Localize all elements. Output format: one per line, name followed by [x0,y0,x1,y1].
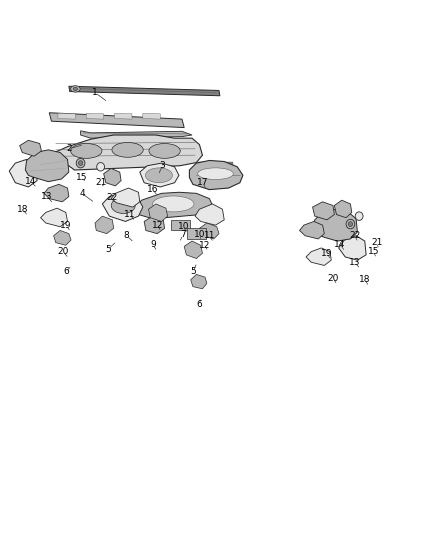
Polygon shape [211,161,220,167]
Polygon shape [300,221,324,239]
Ellipse shape [112,142,143,157]
Polygon shape [334,200,352,217]
Text: 10: 10 [194,230,205,239]
Ellipse shape [145,168,173,183]
Text: 14: 14 [334,240,346,249]
Text: 17: 17 [197,178,208,187]
Polygon shape [189,160,243,190]
Polygon shape [69,86,220,96]
Polygon shape [224,161,233,167]
Polygon shape [58,114,75,119]
Text: 22: 22 [107,193,118,202]
Polygon shape [95,216,114,233]
Text: 22: 22 [349,231,360,240]
Text: 10: 10 [177,222,189,231]
Polygon shape [195,204,224,225]
Text: 5: 5 [105,245,111,254]
Ellipse shape [348,222,353,227]
Ellipse shape [355,212,363,220]
Text: 7: 7 [180,230,186,239]
Text: 13: 13 [41,192,53,201]
Polygon shape [306,248,331,265]
Text: 14: 14 [25,177,37,186]
Text: 16: 16 [147,185,159,194]
Ellipse shape [346,219,355,229]
Text: 11: 11 [204,231,215,240]
Ellipse shape [73,87,78,91]
Polygon shape [20,140,42,156]
Text: 21: 21 [371,238,382,247]
Ellipse shape [71,143,102,158]
Text: 20: 20 [57,247,69,256]
Polygon shape [115,114,132,119]
Polygon shape [111,188,140,207]
Polygon shape [148,204,168,221]
Text: 8: 8 [124,231,130,240]
Ellipse shape [152,196,194,212]
Text: 2: 2 [66,144,72,154]
Polygon shape [48,135,202,170]
Text: 15: 15 [76,173,88,182]
Text: 13: 13 [349,258,360,266]
Text: 1: 1 [92,88,98,97]
Polygon shape [184,241,202,259]
Text: 12: 12 [152,221,163,230]
Text: 3: 3 [159,161,165,170]
Polygon shape [191,274,207,289]
Polygon shape [41,208,67,227]
Ellipse shape [198,168,233,180]
Text: 9: 9 [150,240,156,249]
Polygon shape [171,220,190,230]
Text: 11: 11 [124,210,135,219]
Polygon shape [53,230,71,245]
Ellipse shape [71,86,80,92]
Polygon shape [104,168,121,186]
Text: 20: 20 [327,273,339,282]
Polygon shape [9,159,37,187]
Polygon shape [81,131,192,138]
Polygon shape [86,114,104,119]
Polygon shape [144,216,165,233]
Text: 15: 15 [368,247,379,256]
Text: 6: 6 [197,300,202,309]
Polygon shape [25,150,69,182]
Polygon shape [140,163,179,187]
Polygon shape [313,202,334,220]
Polygon shape [199,223,219,239]
Polygon shape [198,161,207,167]
Polygon shape [339,236,366,260]
Text: 21: 21 [95,178,106,187]
Polygon shape [44,184,69,202]
Text: 5: 5 [190,268,196,276]
Text: 12: 12 [199,241,211,250]
Polygon shape [187,228,206,239]
Ellipse shape [78,161,83,165]
Polygon shape [102,192,143,221]
Ellipse shape [149,143,180,158]
Ellipse shape [111,198,135,214]
Ellipse shape [97,163,105,171]
Polygon shape [49,113,184,127]
Text: 18: 18 [359,275,371,284]
Ellipse shape [76,158,85,168]
Text: 18: 18 [17,205,28,214]
Text: 6: 6 [63,268,69,276]
Polygon shape [314,209,357,241]
Text: 19: 19 [321,249,333,258]
Text: 4: 4 [79,189,85,198]
Polygon shape [143,114,160,119]
Text: 19: 19 [60,221,71,230]
Polygon shape [135,192,214,219]
